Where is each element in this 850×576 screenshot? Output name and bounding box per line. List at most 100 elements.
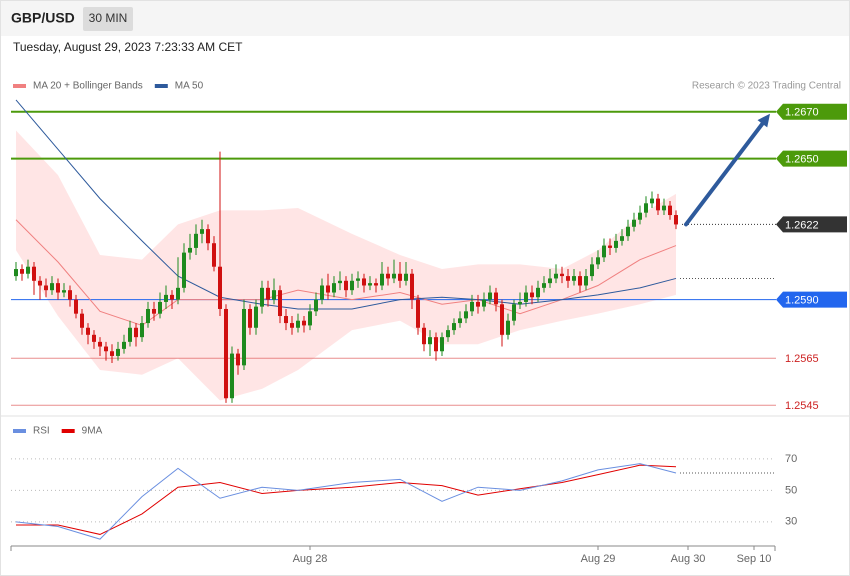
candle-body [452,323,456,331]
candle-body [134,327,138,338]
candle-body [536,287,540,298]
candle-body [656,198,660,211]
x-tick-label: Aug 28 [293,553,328,565]
candle-body [74,299,78,314]
candle-body [410,273,414,300]
candle-body [320,285,324,300]
candle-body [440,337,444,352]
candle-body [188,247,192,253]
rsi-line [15,463,677,540]
candle-body [638,212,642,220]
level-tag [776,150,847,167]
legend-swatch [13,84,26,88]
candle-body [254,306,258,328]
arrow-head [757,113,770,128]
candle-body [530,292,534,298]
candle-body [86,327,90,335]
candle-body [488,292,492,300]
candle-body [542,283,546,288]
candle-body [296,320,300,328]
level-label: 1.2622 [785,219,819,231]
candle-body [584,276,588,286]
y-tick-label: 70 [785,453,797,465]
candle-body [350,280,354,291]
candle-body [284,316,288,324]
candle-body [68,290,72,300]
candle-body [506,320,510,335]
candle-body [512,304,516,321]
credit: Research © 2023 Trading Central [692,81,841,92]
candle-body [494,292,498,305]
candle-body [332,283,336,293]
candle-body [92,334,96,342]
candle-body [368,283,372,286]
timeframe[interactable]: 30 MIN [89,11,128,25]
ma-line [15,99,677,310]
candle-body [674,215,678,225]
candle-body [662,205,666,211]
bollinger-band [16,130,676,401]
candle-body [398,273,402,281]
timestamp: Tuesday, August 29, 2023 7:23:33 AM CET [13,40,243,54]
candle-body [416,299,420,328]
candle-body [374,283,378,286]
candle-body [230,353,234,399]
candle-body [56,283,60,293]
level-tag [776,103,847,120]
candle-body [278,290,282,317]
candle-body [434,337,438,352]
candle-body [236,353,240,366]
candle-body [404,273,408,281]
candle-body [32,266,36,281]
candle-body [548,278,552,284]
candle-body [44,285,48,291]
symbol: GBP/USD [11,10,75,26]
level-label: 1.2545 [785,400,819,412]
candle-body [524,292,528,302]
candle-body [650,198,654,204]
level-tag [776,291,847,308]
candle-body [518,301,522,305]
candle-body [578,276,582,286]
candle-body [200,229,204,234]
candle-body [314,299,318,312]
candle-body [644,203,648,213]
candle-body [104,346,108,352]
candle-body [590,264,594,277]
candle-body [626,226,630,237]
level-tag [776,216,847,233]
x-tick-label: Aug 30 [671,553,706,565]
candle-body [62,290,66,293]
legend-swatch [154,84,168,88]
candle-body [422,327,426,345]
timeframe-button[interactable] [83,7,133,31]
candle-body [572,276,576,281]
candle-body [194,233,198,248]
legend-label: MA 50 [175,81,204,92]
candle-body [362,278,366,286]
candle-body [182,252,186,288]
level-label: 1.2565 [785,353,819,365]
legend-swatch [61,429,75,433]
candle-body [356,278,360,281]
candle-body [206,229,210,244]
y-tick-label: 30 [785,516,797,528]
legend-label: 9MA [82,426,103,437]
candle-body [158,301,162,314]
candle-body [260,287,264,307]
candle-body [128,327,132,342]
legend-label: MA 20 + Bollinger Bands [33,81,143,92]
candle-body [164,294,168,302]
candle-body [458,318,462,324]
x-tick-label: Aug 29 [581,553,616,565]
candle-body [668,205,672,216]
candle-body [152,308,156,314]
candle-body [326,285,330,293]
candle-body [500,304,504,335]
candle-body [308,311,312,326]
candle-body [338,280,342,284]
candle-body [272,290,276,300]
candle-body [554,273,558,279]
legend-swatch [13,429,26,433]
